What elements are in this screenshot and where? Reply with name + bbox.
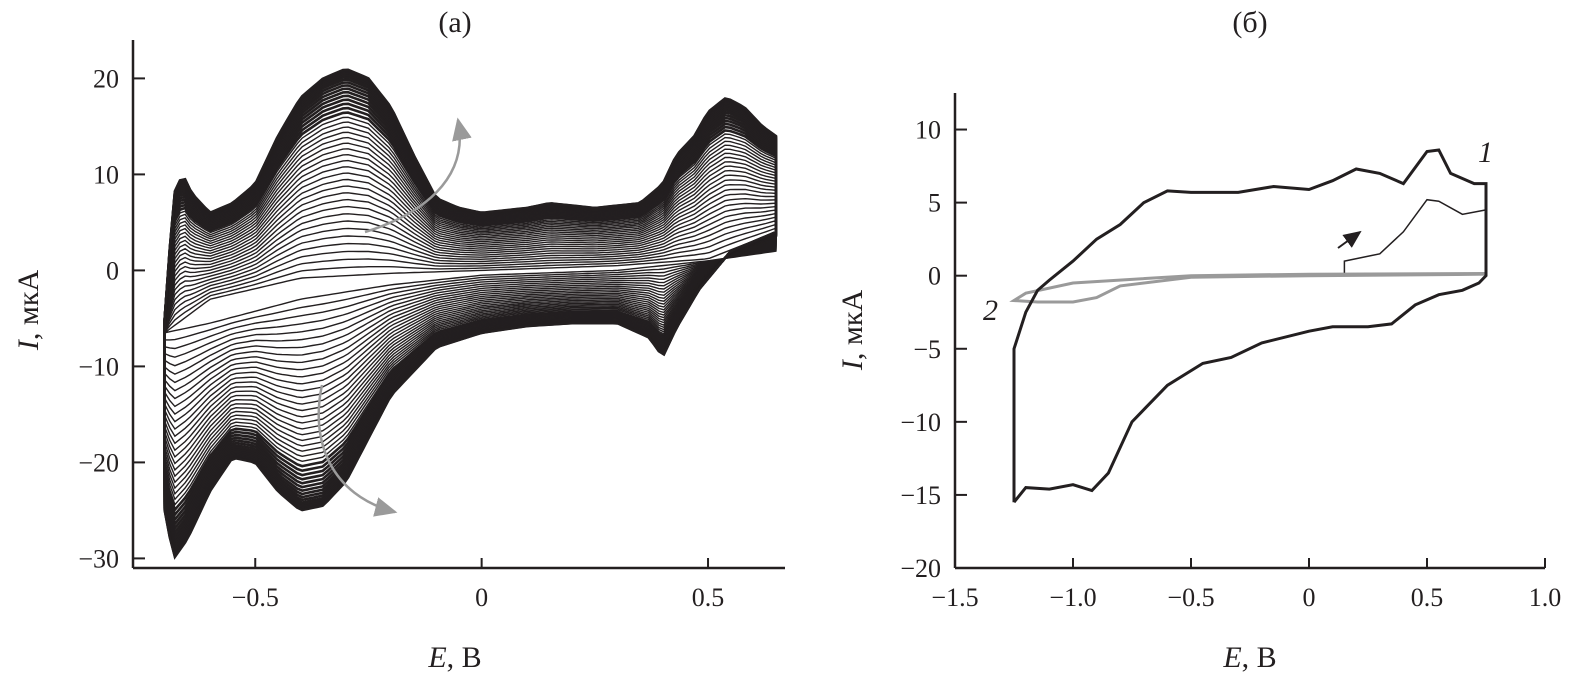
panel-b-curves	[1009, 148, 1488, 504]
series-1-curve	[1012, 148, 1488, 504]
panel-a-title: (а)	[438, 6, 471, 39]
arrow-increase-anodic	[364, 117, 472, 234]
y-tick-label: 10	[915, 116, 941, 145]
panel-a-xlabel: E, В	[427, 641, 481, 674]
x-symbol: E	[427, 641, 446, 674]
arrow-sweep-direction	[1337, 230, 1362, 249]
y-tick-label: −15	[900, 481, 941, 510]
x-tick-label: −1.0	[1049, 583, 1096, 612]
x-tick-label: −0.5	[1167, 583, 1214, 612]
panel-b-xlabel: E, В	[1222, 641, 1276, 674]
x-tick-label: 0.5	[1411, 583, 1444, 612]
cv-cycle-curve	[163, 68, 778, 560]
y-tick-label: −30	[78, 544, 119, 573]
panel-a-axes: −0.5 0 0.5 20 10 0 −10 −20 −30	[78, 40, 785, 612]
x-tick-label: −1.5	[931, 583, 978, 612]
y-tick-label: 20	[93, 64, 119, 93]
x-tick-label: 1.0	[1529, 583, 1562, 612]
panel-a: (а) −0.5 0 0.5 20 10 0 −10 −20 −30 E, В I, мкА	[12, 6, 785, 674]
series-1-label: 1	[1478, 136, 1493, 169]
panel-a-ylabel: I, мкА	[12, 270, 45, 352]
arrow-increase-cathodic	[317, 384, 398, 517]
y-symbol: I	[836, 358, 869, 371]
y-tick-label: 10	[93, 160, 119, 189]
panel-b-ylabel: I, мкА	[836, 290, 869, 372]
y-tick-label: −20	[78, 448, 119, 477]
y-tick-label: 5	[928, 189, 941, 218]
y-tick-label: −5	[913, 335, 941, 364]
y-tick-label: −20	[900, 554, 941, 583]
series-1-first-sweep	[1343, 198, 1487, 273]
y-tick-label: 0	[106, 256, 119, 285]
y-symbol: I	[12, 338, 45, 351]
y-unit: , мкА	[12, 270, 45, 341]
x-tick-label: 0.5	[692, 583, 725, 612]
y-tick-label: −10	[900, 408, 941, 437]
y-tick-label: −10	[78, 352, 119, 381]
x-tick-label: 0	[475, 583, 488, 612]
panel-b: (б) 1 2 −1.5 −1.0 −0.5 0 0.5 1.01050−5−10−15−…	[836, 6, 1561, 674]
y-unit: , мкА	[836, 290, 869, 361]
x-tick-label: −0.5	[232, 583, 279, 612]
series-2-label: 2	[983, 294, 998, 327]
panel-a-curves	[163, 68, 778, 560]
x-tick-label: 0	[1303, 583, 1316, 612]
series-2-curve	[1009, 272, 1487, 304]
panel-b-title: (б)	[1232, 6, 1267, 39]
panel-b-axes: −1.5 −1.0 −0.5 0 0.5 1.0 10 5 0 −5 −10 −15 −20	[900, 93, 1561, 612]
cv-cycle-curve	[164, 223, 777, 350]
y-tick-label: 0	[928, 262, 941, 291]
x-unit: , В	[1242, 641, 1277, 674]
x-symbol: E	[1222, 641, 1241, 674]
x-unit: , В	[447, 641, 482, 674]
